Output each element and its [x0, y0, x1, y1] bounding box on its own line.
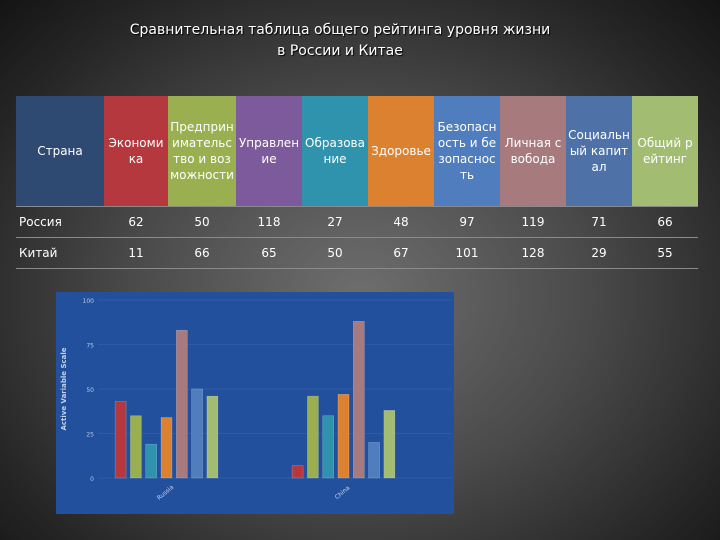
bar [383, 410, 396, 479]
table-body: Россия 62 50 118 27 48 97 119 71 66 Китай 11 66 65 50 6… [16, 206, 698, 269]
value-cell: 118 [236, 206, 302, 238]
y-tick-label: 50 [86, 387, 94, 394]
bar [160, 417, 173, 479]
bar [307, 395, 319, 479]
column-header-4: Образование [302, 96, 368, 207]
bar [206, 395, 219, 479]
value-cell: 101 [434, 237, 500, 269]
bar [368, 442, 380, 479]
title-line-2: в России и Китае [277, 43, 403, 59]
y-tick-label: 25 [86, 432, 94, 439]
y-tick-label: 100 [83, 298, 95, 305]
title-line-1: Сравнительная таблица общего рейтинга ур… [129, 22, 551, 38]
column-header-0: Страна [16, 96, 104, 207]
value-cell: 29 [566, 237, 632, 269]
bar [291, 465, 304, 479]
column-header-2: Предпринимательство и возможности [168, 96, 236, 207]
table-header-row: Страна Экономика Предпринимательство и воз… [16, 96, 698, 207]
value-cell: 119 [500, 206, 566, 238]
bar [322, 415, 334, 479]
value-cell: 55 [632, 237, 698, 269]
bar [176, 330, 188, 479]
column-header-5: Здоровье [368, 96, 434, 207]
value-cell: 62 [104, 206, 168, 238]
bar [114, 401, 127, 479]
value-cell: 67 [368, 237, 434, 269]
bar [145, 443, 157, 479]
column-header-8: Социальный капитал [566, 96, 632, 207]
y-axis-label: Active Variable Scale [60, 347, 68, 430]
value-cell: 27 [302, 206, 368, 238]
country-cell: Китай [16, 237, 104, 269]
value-cell: 50 [168, 206, 236, 238]
bar [353, 321, 365, 479]
value-cell: 48 [368, 206, 434, 238]
bar [130, 415, 142, 479]
y-tick-label: 0 [90, 476, 94, 483]
value-cell: 97 [434, 206, 500, 238]
value-cell: 71 [566, 206, 632, 238]
column-header-9: Общий рейтинг [632, 96, 698, 207]
rating-table: Страна Экономика Предпринимательство и воз… [16, 96, 698, 269]
value-cell: 66 [168, 237, 236, 269]
value-cell: 128 [500, 237, 566, 269]
bar [191, 388, 203, 479]
page-title: Сравнительная таблица общего рейтинга ур… [100, 20, 580, 62]
value-cell: 65 [236, 237, 302, 269]
value-cell: 50 [302, 237, 368, 269]
bar [337, 394, 350, 479]
value-cell: 11 [104, 237, 168, 269]
country-cell: Россия [16, 206, 104, 238]
column-header-6: Безопасность и безопасность [434, 96, 500, 207]
column-header-1: Экономика [104, 96, 168, 207]
column-header-7: Личная свобода [500, 96, 566, 207]
table-row: Китай 11 66 65 50 67 101 128 29 55 [16, 237, 698, 269]
table-row: Россия 62 50 118 27 48 97 119 71 66 [16, 206, 698, 238]
column-header-3: Управление [236, 96, 302, 207]
y-tick-label: 75 [86, 343, 94, 350]
value-cell: 66 [632, 206, 698, 238]
